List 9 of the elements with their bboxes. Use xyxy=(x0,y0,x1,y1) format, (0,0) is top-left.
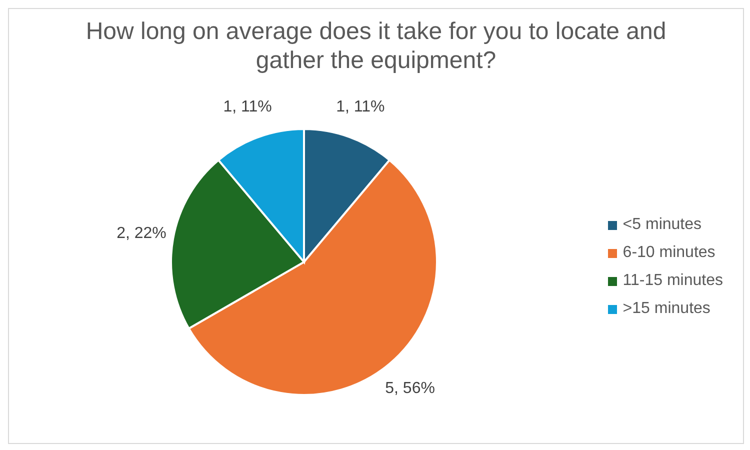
legend-label: 6-10 minutes xyxy=(622,243,716,263)
data-label: 5, 56% xyxy=(385,380,435,397)
legend-label: >15 minutes xyxy=(622,299,710,319)
legend-label: 11-15 minutes xyxy=(622,271,723,291)
chart-title: How long on average does it take for you to locate and gather the equipment? xyxy=(84,17,668,76)
legend-label: <5 minutes xyxy=(622,215,702,235)
data-label: 1, 11% xyxy=(336,98,385,116)
data-label: 2, 22% xyxy=(116,224,166,242)
data-label: 1, 11% xyxy=(223,98,272,116)
